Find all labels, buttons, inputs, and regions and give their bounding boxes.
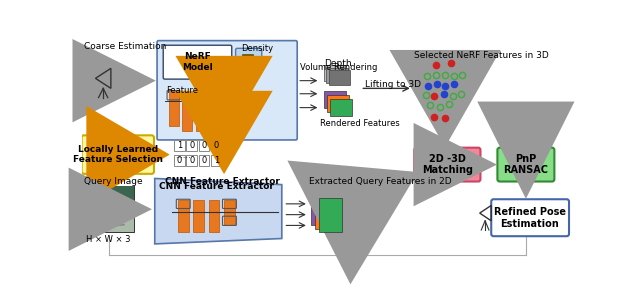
- Bar: [319, 198, 342, 232]
- Bar: [186, 140, 197, 151]
- Bar: [327, 95, 349, 112]
- Bar: [198, 155, 209, 166]
- Text: 2D -3D
Matching: 2D -3D Matching: [422, 154, 473, 176]
- Text: Lifting to 3D: Lifting to 3D: [365, 80, 421, 89]
- Text: 1: 1: [177, 141, 182, 150]
- Bar: [324, 92, 346, 108]
- Bar: [315, 194, 338, 229]
- Bar: [174, 155, 185, 166]
- Bar: [242, 54, 253, 64]
- Bar: [329, 70, 350, 85]
- Bar: [211, 155, 221, 166]
- Bar: [168, 92, 179, 126]
- Text: 0: 0: [202, 156, 207, 165]
- Bar: [324, 65, 346, 81]
- Bar: [84, 203, 134, 218]
- Polygon shape: [155, 178, 282, 244]
- Bar: [174, 140, 185, 151]
- Text: Selected NeRF Features in 3D: Selected NeRF Features in 3D: [414, 51, 549, 60]
- FancyBboxPatch shape: [497, 148, 554, 182]
- Text: Volume Rendering: Volume Rendering: [300, 63, 377, 72]
- Text: Coarse Estimation: Coarse Estimation: [84, 42, 166, 51]
- Text: PnP
RANSAC: PnP RANSAC: [504, 154, 548, 176]
- Text: Depth: Depth: [324, 59, 352, 68]
- Bar: [196, 92, 205, 131]
- Text: CNN Feature Extractor: CNN Feature Extractor: [164, 177, 280, 186]
- Bar: [330, 99, 352, 116]
- Bar: [211, 140, 221, 151]
- Bar: [198, 140, 209, 151]
- FancyBboxPatch shape: [163, 45, 232, 79]
- Bar: [209, 200, 220, 232]
- Bar: [84, 186, 134, 203]
- Text: NeRF
Model: NeRF Model: [182, 52, 212, 72]
- Text: 1: 1: [214, 156, 219, 165]
- Bar: [84, 218, 134, 232]
- Bar: [182, 92, 192, 131]
- Bar: [326, 68, 348, 83]
- Text: 0: 0: [189, 156, 195, 165]
- Text: 0: 0: [189, 141, 195, 150]
- Text: Extracted Query Features in 2D: Extracted Query Features in 2D: [308, 177, 451, 186]
- FancyBboxPatch shape: [157, 40, 297, 140]
- Bar: [178, 200, 189, 232]
- Text: ......: ......: [175, 152, 191, 160]
- Bar: [193, 200, 204, 232]
- Text: Locally Learned
Feature Selection: Locally Learned Feature Selection: [73, 145, 163, 164]
- Text: 0: 0: [214, 141, 219, 150]
- Bar: [84, 186, 134, 232]
- Text: Feature: Feature: [166, 86, 198, 95]
- FancyBboxPatch shape: [82, 135, 154, 174]
- FancyBboxPatch shape: [492, 199, 569, 236]
- Bar: [311, 190, 334, 225]
- Text: CNN Feature Extractor: CNN Feature Extractor: [159, 182, 274, 191]
- Bar: [209, 92, 220, 122]
- Text: H × W × 3: H × W × 3: [86, 235, 131, 244]
- Text: Query Image: Query Image: [84, 177, 143, 186]
- Bar: [186, 155, 197, 166]
- Text: Rendered Features: Rendered Features: [320, 119, 400, 128]
- Text: 0: 0: [202, 141, 207, 150]
- FancyBboxPatch shape: [236, 48, 262, 73]
- Text: 0: 0: [177, 156, 182, 165]
- Text: Refined Pose
Estimation: Refined Pose Estimation: [493, 207, 566, 229]
- Bar: [224, 200, 235, 225]
- Text: Density: Density: [241, 44, 273, 53]
- FancyBboxPatch shape: [414, 148, 481, 182]
